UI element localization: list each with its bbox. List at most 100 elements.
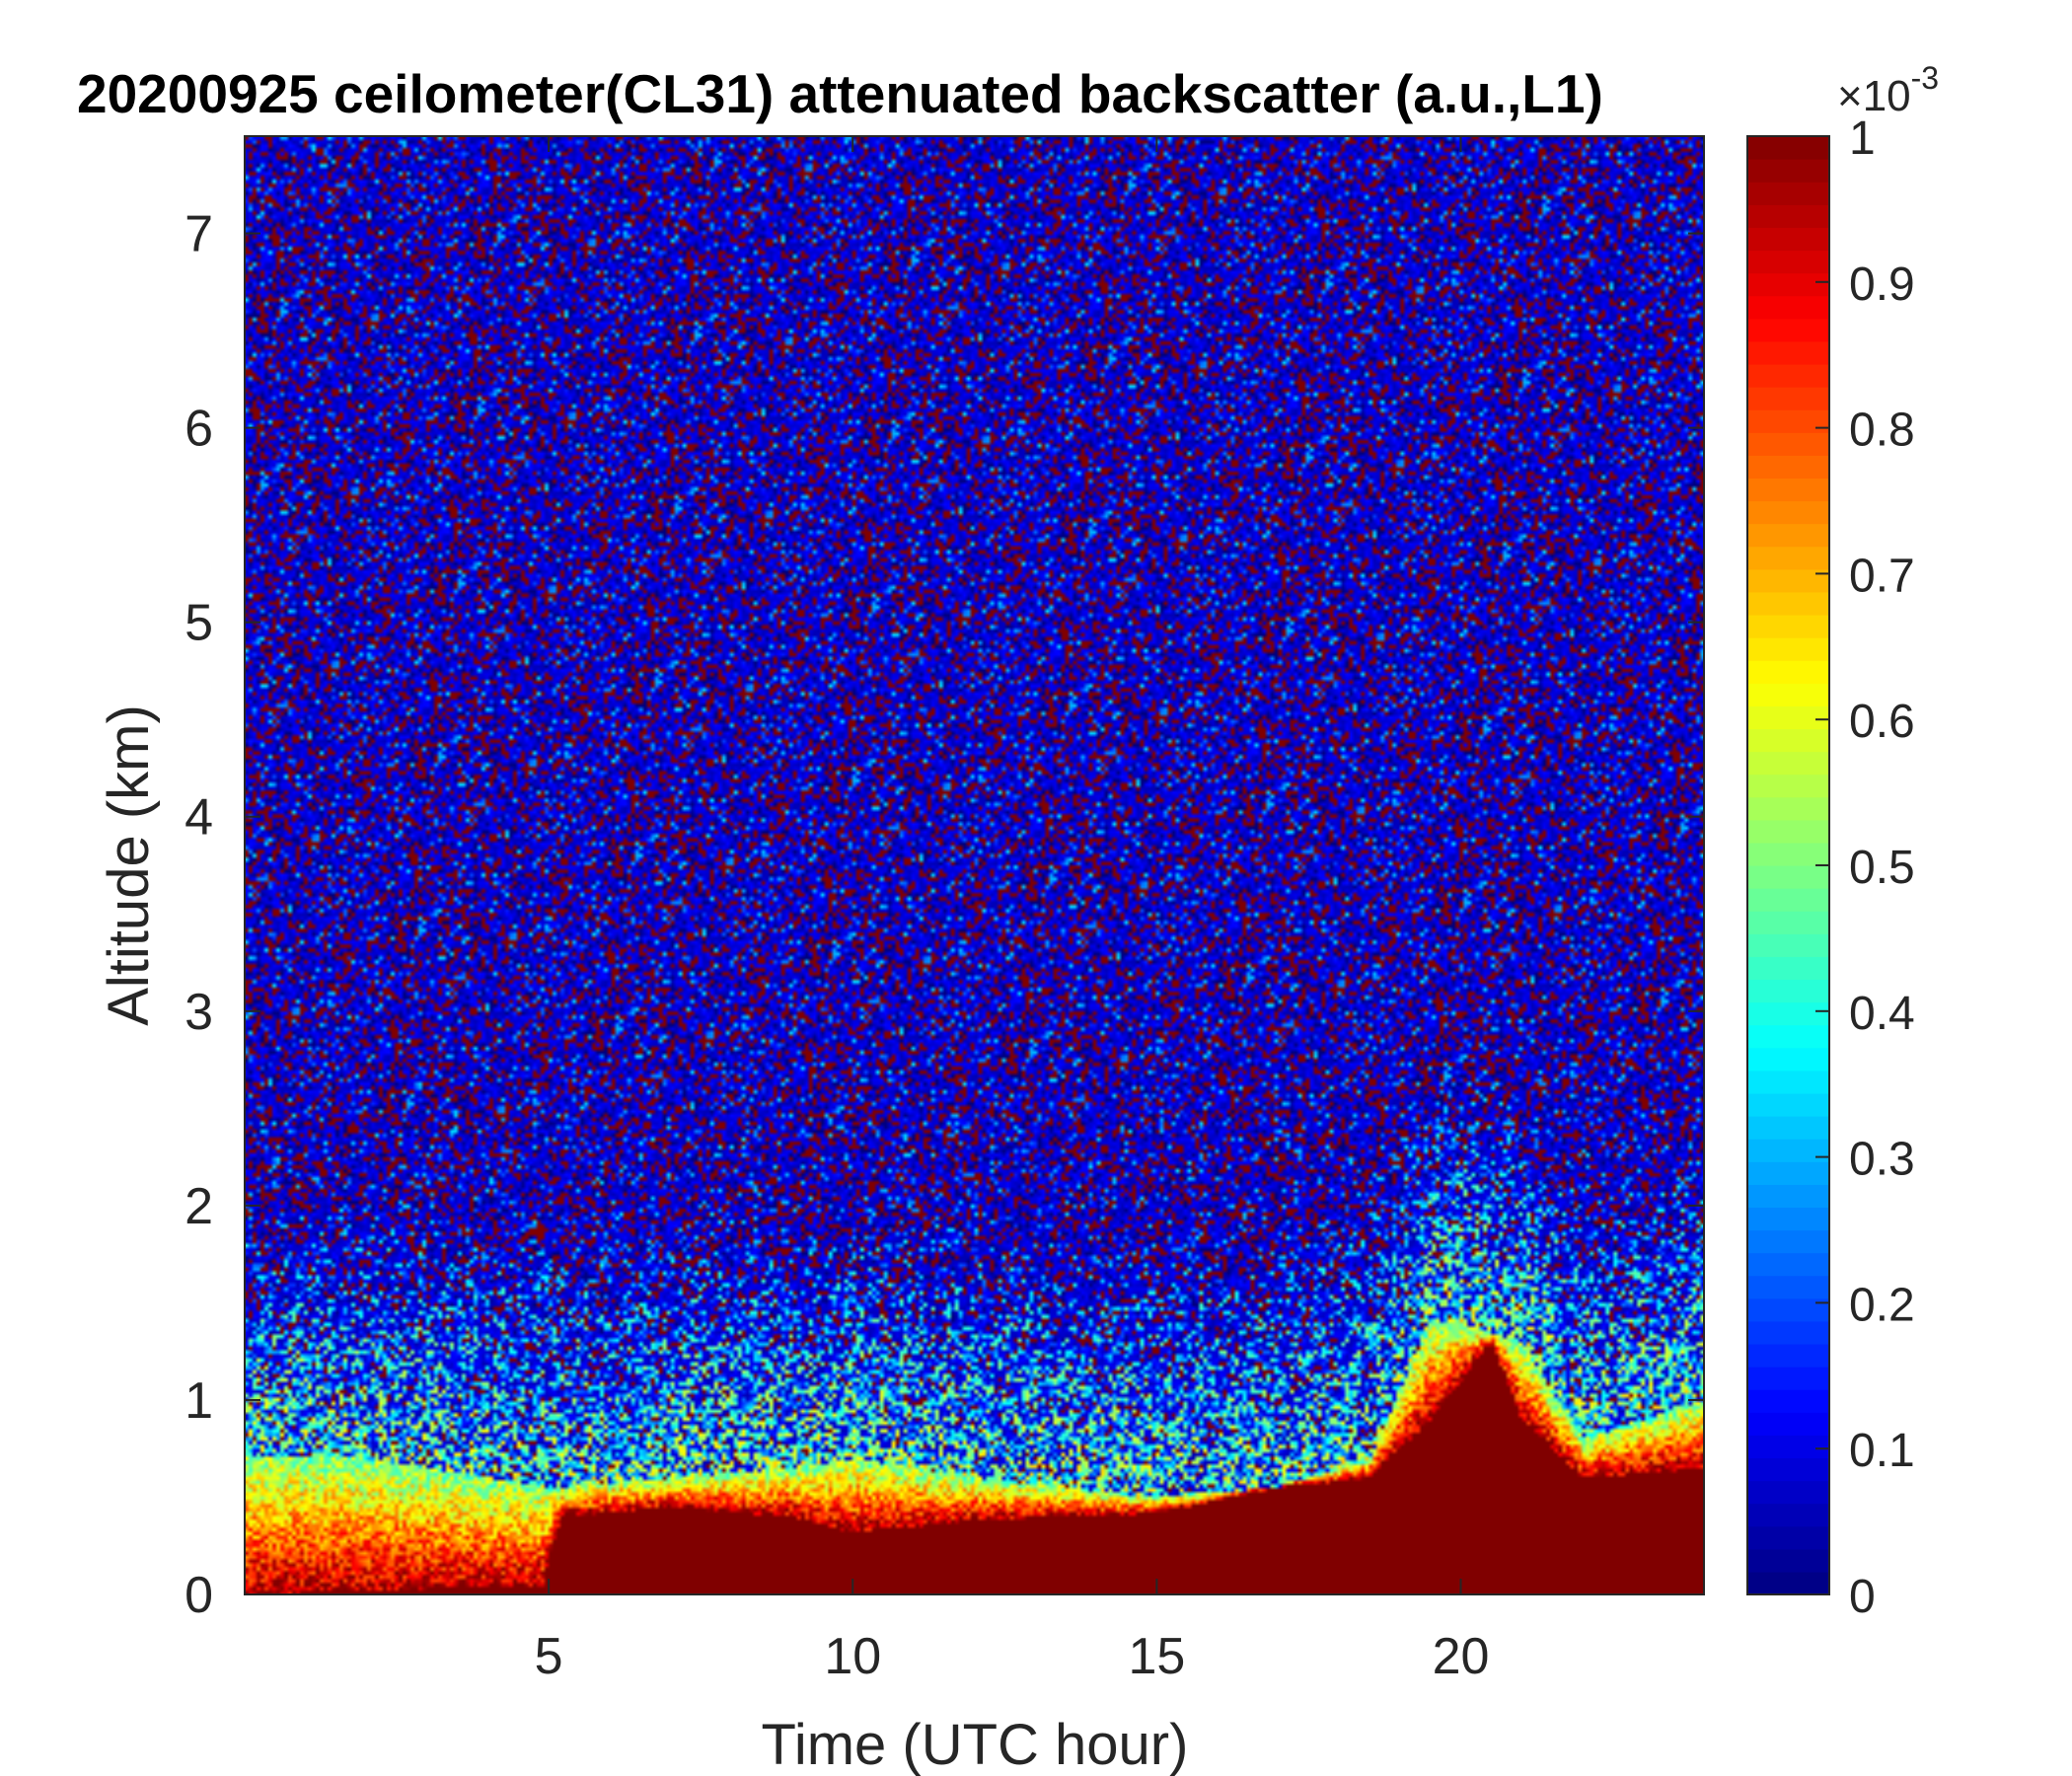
colorbar-band bbox=[1747, 1161, 1829, 1185]
colorbar-band bbox=[1747, 182, 1829, 205]
colorbar-band bbox=[1747, 796, 1829, 821]
colorbar-band bbox=[1747, 1525, 1829, 1550]
colorbar-band bbox=[1747, 1480, 1829, 1505]
colorbar-band bbox=[1747, 500, 1829, 525]
colorbar-band bbox=[1747, 751, 1829, 776]
colorbar-band bbox=[1747, 1024, 1829, 1049]
colorbar-tick-label: 0.4 bbox=[1849, 988, 1915, 1040]
y-tick-label: 4 bbox=[185, 789, 213, 847]
colorbar-band bbox=[1747, 911, 1829, 934]
colorbar-band bbox=[1747, 546, 1829, 570]
colorbar-band bbox=[1747, 705, 1829, 730]
colorbar-band bbox=[1747, 683, 1829, 706]
colorbar-band bbox=[1747, 1229, 1829, 1254]
colorbar-band bbox=[1747, 136, 1829, 160]
colorbar-band bbox=[1747, 159, 1829, 183]
colorbar-tick-label: 0.7 bbox=[1849, 550, 1915, 602]
colorbar-band bbox=[1747, 728, 1829, 753]
colorbar-band bbox=[1747, 933, 1829, 957]
colorbar-band bbox=[1747, 1320, 1829, 1345]
colorbar-band bbox=[1747, 819, 1829, 844]
colorbar: 0 0.1 0.2 0.3 0.4 0.5 0.6 0.7 0.8 0.9 1 ×10-3 bbox=[1746, 60, 1939, 1623]
x-tick-label: 15 bbox=[1128, 1628, 1185, 1685]
colorbar-band bbox=[1747, 637, 1829, 661]
x-axis-label: Time (UTC hour) bbox=[762, 1713, 1189, 1776]
colorbar-band bbox=[1747, 1092, 1829, 1117]
colorbar-band bbox=[1747, 523, 1829, 548]
colorbar-band bbox=[1747, 1047, 1829, 1072]
colorbar-band bbox=[1747, 1412, 1829, 1436]
colorbar-band bbox=[1747, 363, 1829, 388]
colorbar-band bbox=[1747, 1297, 1829, 1322]
colorbar-band bbox=[1747, 888, 1829, 912]
colorbar-tick-label: 0 bbox=[1849, 1571, 1876, 1623]
colorbar-band bbox=[1747, 591, 1829, 616]
colorbar-band bbox=[1747, 387, 1829, 410]
colorbar-band bbox=[1747, 340, 1829, 365]
colorbar-band bbox=[1747, 1275, 1829, 1299]
colorbar-band bbox=[1747, 272, 1829, 297]
colorbar-tick-label: 0.3 bbox=[1849, 1134, 1915, 1186]
colorbar-band bbox=[1747, 318, 1829, 342]
plot-frame bbox=[244, 135, 1705, 1595]
x-tick-label: 5 bbox=[535, 1628, 563, 1685]
y-axis-label: Altitude (km) bbox=[97, 704, 161, 1026]
colorbar-band bbox=[1747, 568, 1829, 593]
colorbar-band bbox=[1747, 1435, 1829, 1459]
colorbar-tick-label: 0.2 bbox=[1849, 1279, 1915, 1331]
colorbar-multiplier-base: ×10 bbox=[1837, 72, 1911, 120]
colorbar-tick-label: 0.1 bbox=[1849, 1425, 1915, 1477]
colorbar-band bbox=[1747, 1252, 1829, 1277]
colorbar-band bbox=[1747, 774, 1829, 798]
y-tick-label: 5 bbox=[185, 595, 213, 652]
colorbar-band bbox=[1747, 1116, 1829, 1140]
y-tick-label: 7 bbox=[185, 206, 213, 263]
y-tick-label: 1 bbox=[185, 1372, 213, 1430]
heatmap-image bbox=[245, 136, 1704, 1594]
colorbar-band bbox=[1747, 865, 1829, 889]
colorbar-multiplier: ×10-3 bbox=[1837, 60, 1939, 120]
colorbar-band bbox=[1747, 842, 1829, 866]
colorbar-band bbox=[1747, 1184, 1829, 1209]
x-tick-label: 20 bbox=[1433, 1628, 1490, 1685]
backscatter-heatmap bbox=[245, 136, 1704, 1594]
colorbar-tick-label: 0.5 bbox=[1849, 842, 1915, 894]
chart-title: 20200925 ceilometer(CL31) attenuated bac… bbox=[77, 63, 1603, 124]
colorbar-ticks: 0 0.1 0.2 0.3 0.4 0.5 0.6 0.7 0.8 0.9 1 bbox=[1815, 112, 1915, 1623]
y-tick-label: 2 bbox=[185, 1178, 213, 1235]
x-tick-label: 10 bbox=[824, 1628, 881, 1685]
colorbar-tick-label: 0.8 bbox=[1849, 405, 1915, 457]
y-tick-label: 6 bbox=[185, 401, 213, 458]
colorbar-band bbox=[1747, 1139, 1829, 1162]
colorbar-band bbox=[1747, 1548, 1829, 1573]
colorbar-band bbox=[1747, 979, 1829, 1003]
y-axis: 0 1 2 3 4 5 6 7 bbox=[185, 206, 1704, 1624]
colorbar-band bbox=[1747, 1070, 1829, 1094]
y-tick-label: 0 bbox=[185, 1567, 213, 1624]
colorbar-bands bbox=[1747, 136, 1829, 1595]
colorbar-band bbox=[1747, 1343, 1829, 1368]
colorbar-band bbox=[1747, 1457, 1829, 1482]
colorbar-band bbox=[1747, 295, 1829, 320]
colorbar-band bbox=[1747, 227, 1829, 252]
colorbar-band bbox=[1747, 1571, 1829, 1595]
colorbar-tick-label: 0.6 bbox=[1849, 696, 1915, 748]
colorbar-band bbox=[1747, 204, 1829, 228]
colorbar-band bbox=[1747, 660, 1829, 684]
x-axis: 5 10 15 20 bbox=[535, 136, 1490, 1685]
colorbar-band bbox=[1747, 455, 1829, 480]
colorbar-tick-label: 0.9 bbox=[1849, 259, 1915, 311]
colorbar-band bbox=[1747, 1503, 1829, 1527]
colorbar-band bbox=[1747, 1389, 1829, 1413]
colorbar-multiplier-exponent: -3 bbox=[1911, 60, 1939, 96]
colorbar-band bbox=[1747, 478, 1829, 502]
y-tick-label: 3 bbox=[185, 984, 213, 1041]
colorbar-band bbox=[1747, 1001, 1829, 1026]
colorbar-band bbox=[1747, 409, 1829, 433]
colorbar-band bbox=[1747, 1367, 1829, 1390]
colorbar-band bbox=[1747, 614, 1829, 638]
plot-area bbox=[244, 135, 1705, 1595]
colorbar-band bbox=[1747, 1207, 1829, 1231]
colorbar-band bbox=[1747, 250, 1829, 274]
